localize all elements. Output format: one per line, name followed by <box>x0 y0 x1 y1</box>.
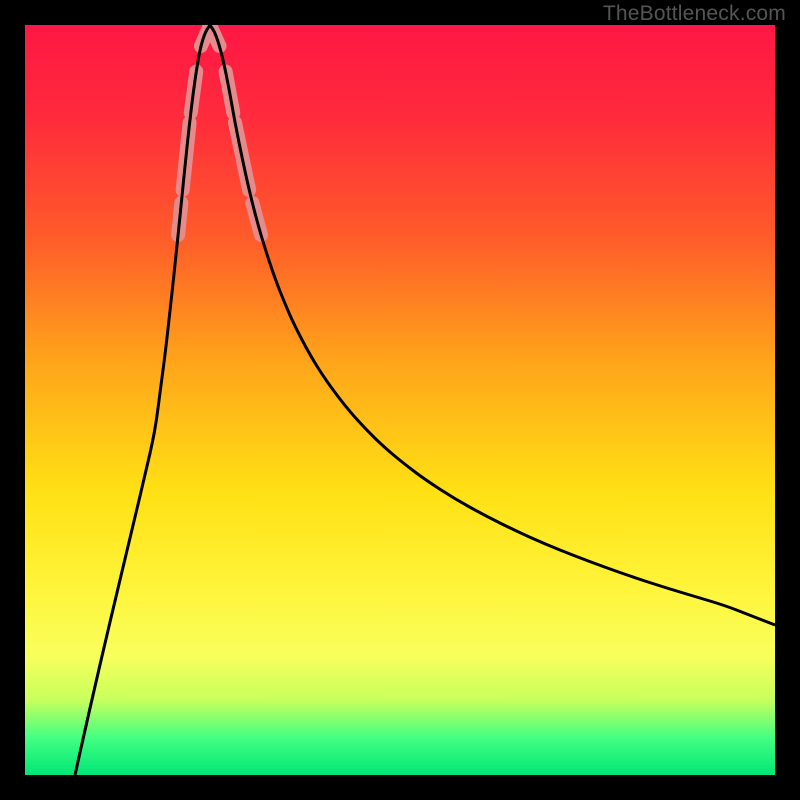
chart-container: TheBottleneck.com <box>0 0 800 800</box>
frame-bottom <box>0 775 800 800</box>
curve-right-branch <box>210 25 775 625</box>
frame-left <box>0 0 25 800</box>
curve-svg <box>25 25 775 775</box>
plot-area <box>25 25 775 775</box>
watermark-text: TheBottleneck.com <box>603 2 786 26</box>
frame-right <box>775 0 800 800</box>
